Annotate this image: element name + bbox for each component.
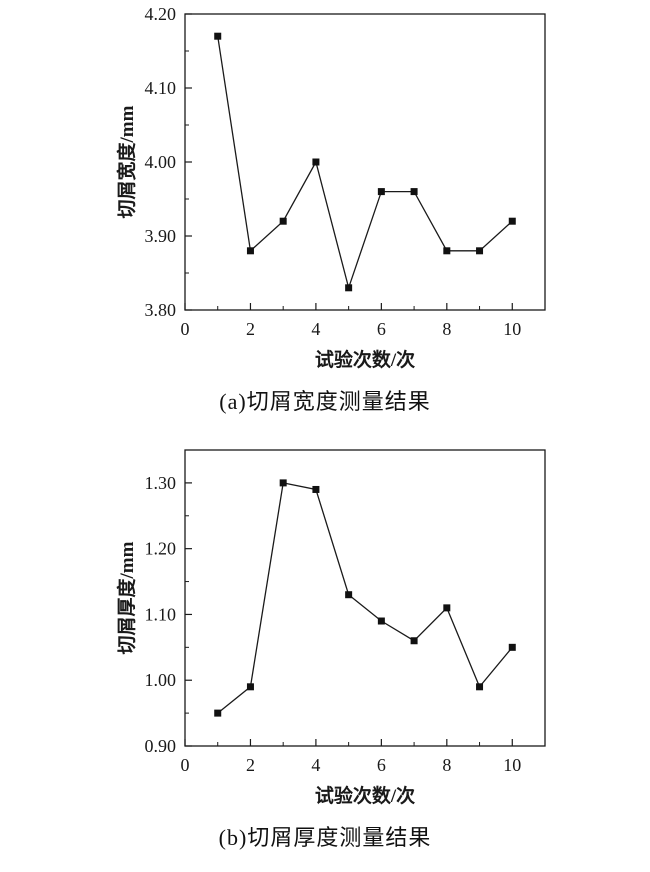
svg-text:0: 0 [181,319,190,339]
svg-text:8: 8 [442,755,451,775]
svg-text:4.00: 4.00 [145,152,177,172]
svg-text:6: 6 [377,319,386,339]
svg-text:4.20: 4.20 [145,4,177,24]
svg-text:2: 2 [246,755,255,775]
chart-b: 0 2 4 6 8 10 0.90 1.00 1.10 1.20 1.30 试验次数/次 切屑厚度/mm… [0,436,650,872]
svg-text:3.90: 3.90 [145,226,177,246]
svg-text:1.00: 1.00 [145,670,177,690]
svg-text:4: 4 [311,755,320,775]
svg-text:切屑厚度/mm: 切屑厚度/mm [115,541,138,654]
chart-b-caption: (b)切屑厚度测量结果 [218,825,432,850]
svg-text:1.30: 1.30 [145,473,177,493]
chart-a-caption: (a)切屑宽度测量结果 [219,389,431,414]
svg-text:2: 2 [246,319,255,339]
svg-text:试验次数/次: 试验次数/次 [315,348,415,371]
svg-text:1.20: 1.20 [145,539,177,559]
svg-text:切屑宽度/mm: 切屑宽度/mm [115,105,138,218]
svg-text:8: 8 [442,319,451,339]
svg-text:0: 0 [181,755,190,775]
svg-text:4.10: 4.10 [145,78,177,98]
svg-text:试验次数/次: 试验次数/次 [315,784,415,807]
svg-text:6: 6 [377,755,386,775]
chart-a: 0 2 4 6 8 10 3.80 3.90 4.00 4.10 4.20 试验次数/次 切屑宽度/mm… [115,4,546,414]
svg-text:1.10: 1.10 [145,604,177,624]
svg-text:3.80: 3.80 [145,300,177,320]
svg-text:10: 10 [503,319,521,339]
svg-text:0.90: 0.90 [145,736,177,756]
chart-a-plot: 0 2 4 6 8 10 3.80 3.90 4.00 4.10 4.20 试验次数/次 切屑宽度/mm [115,4,546,371]
svg-text:10: 10 [503,755,521,775]
chart-b-plot: 0 2 4 6 8 10 0.90 1.00 1.10 1.20 1.30 试验次数/次 切屑厚度/mm [115,449,546,807]
svg-text:4: 4 [311,319,320,339]
